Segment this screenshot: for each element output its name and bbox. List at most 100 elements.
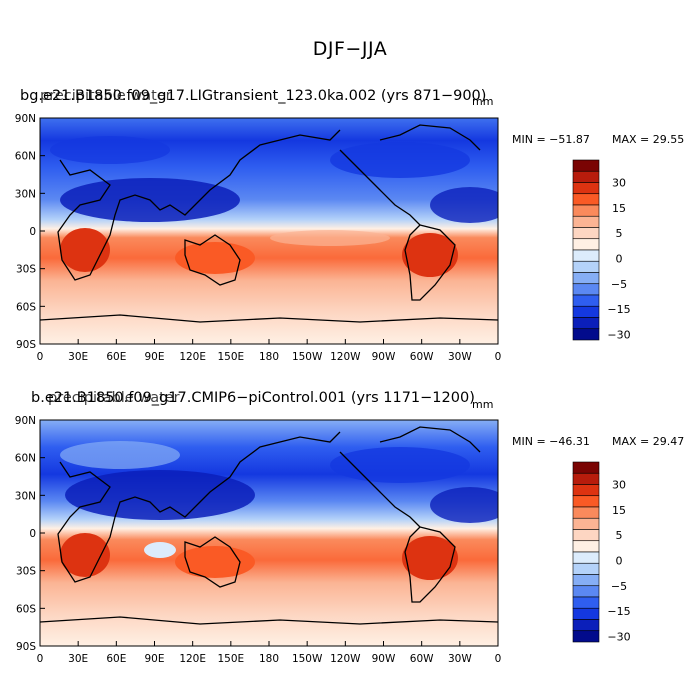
lon-label: 180 [259, 653, 279, 665]
colorbar-label: 5 [616, 529, 623, 542]
colorbar-label: 15 [612, 504, 626, 517]
colorbar-cell [572, 328, 600, 341]
colorbar-cell [572, 585, 600, 598]
colorbar-label: −5 [611, 278, 627, 291]
panel-2-min: MIN = −46.31 [512, 435, 590, 448]
colorbar-cell [572, 484, 600, 497]
lon-label: 150W [292, 653, 323, 665]
lat-label: 90S [16, 339, 36, 351]
panel-1-max: MAX = 29.55 [612, 133, 685, 146]
lon-label: 0 [495, 653, 502, 665]
lon-label: 120W [330, 351, 361, 363]
lon-label: 180 [259, 351, 279, 363]
lat-label: 30N [15, 490, 36, 502]
colorbar-cell [572, 540, 600, 553]
colorbar-cell [572, 193, 600, 206]
lat-label: 90N [15, 415, 36, 427]
colorbar-label: 30 [612, 479, 626, 492]
colorbar-label: −5 [611, 580, 627, 593]
colorbar-cell [572, 227, 600, 240]
lon-label: 90W [372, 653, 396, 665]
colorbar-cell [572, 159, 600, 172]
colorbar-cell [572, 182, 600, 195]
lon-label: 150E [217, 653, 244, 665]
panel-1-variable-label: precipitable water [40, 88, 172, 104]
colorbar-cell [572, 562, 600, 575]
colorbar-cell [572, 317, 600, 330]
lon-label: 60E [106, 351, 126, 363]
lon-label: 0 [495, 351, 502, 363]
lon-label: 120E [179, 653, 206, 665]
panel-1-case-label: bg.e21.B1850.f09_g17.LIGtransient_123.0k… [20, 88, 487, 104]
lat-label: 30N [15, 188, 36, 200]
colorbar-cell [572, 260, 600, 273]
lon-label: 60E [106, 653, 126, 665]
colorbar-label: −30 [607, 630, 630, 643]
colorbar-cell [572, 204, 600, 217]
lon-label: 30W [448, 653, 472, 665]
colorbar-cell [572, 574, 600, 587]
colorbar-cell [572, 506, 600, 519]
lon-label: 90E [145, 351, 165, 363]
lon-label: 120W [330, 653, 361, 665]
lon-label: 150W [292, 351, 323, 363]
colorbar-cell [572, 517, 600, 530]
lat-label: 0 [29, 528, 36, 540]
colorbar-label: 0 [616, 554, 623, 567]
lon-label: 60W [410, 351, 434, 363]
colorbar-cell [572, 238, 600, 251]
colorbar-cell [572, 630, 600, 643]
colorbar-cell [572, 472, 600, 485]
colorbar-label: −30 [607, 328, 630, 341]
colorbar-label: 30 [612, 177, 626, 190]
lat-label: 60N [15, 151, 36, 163]
colorbar-label: 0 [616, 252, 623, 265]
lat-label: 60S [16, 603, 36, 615]
colorbar-cell [572, 607, 600, 620]
lat-label: 30S [16, 566, 36, 578]
lon-label: 30W [448, 351, 472, 363]
colorbar-cell [572, 461, 600, 474]
lat-label: 90N [15, 113, 36, 125]
colorbar-cell [572, 529, 600, 542]
panel-1-min: MIN = −51.87 [512, 133, 590, 146]
lon-label: 90E [145, 653, 165, 665]
colorbar-cell [572, 619, 600, 632]
lat-label: 60S [16, 301, 36, 313]
colorbar-cell [572, 305, 600, 318]
figure-title: DJF−JJA [312, 38, 388, 60]
colorbar-cell [572, 272, 600, 285]
colorbar-label: −15 [607, 605, 630, 618]
colorbar-cell [572, 170, 600, 183]
panel-2-units: mm [472, 398, 494, 411]
colorbar-cell [572, 215, 600, 228]
colorbar-cell [572, 551, 600, 564]
lon-label: 60W [410, 653, 434, 665]
lon-label: 90W [372, 351, 396, 363]
lon-label: 150E [217, 351, 244, 363]
lat-label: 60N [15, 453, 36, 465]
lon-label: 30E [68, 653, 88, 665]
colorbar-label: 5 [616, 227, 623, 240]
lon-label: 0 [37, 351, 44, 363]
colorbar-cell [572, 283, 600, 296]
panel-1-units: mm [472, 95, 494, 108]
panel-2-case-label: b.e21.B1850.f09_g17.CMIP6−piControl.001 … [31, 390, 475, 406]
lat-label: 0 [29, 226, 36, 238]
lon-label: 30E [68, 351, 88, 363]
lat-label: 30S [16, 264, 36, 276]
lon-label: 0 [37, 653, 44, 665]
panel-2-max: MAX = 29.47 [612, 435, 685, 448]
colorbar-label: −15 [607, 303, 630, 316]
colorbar-cell [572, 596, 600, 609]
colorbar-cell [572, 495, 600, 508]
lat-label: 90S [16, 641, 36, 653]
colorbar-label: 15 [612, 202, 626, 215]
colorbar-cell [572, 249, 600, 262]
lon-label: 120E [179, 351, 206, 363]
panel-2-variable-label: precipitable water [48, 390, 180, 406]
